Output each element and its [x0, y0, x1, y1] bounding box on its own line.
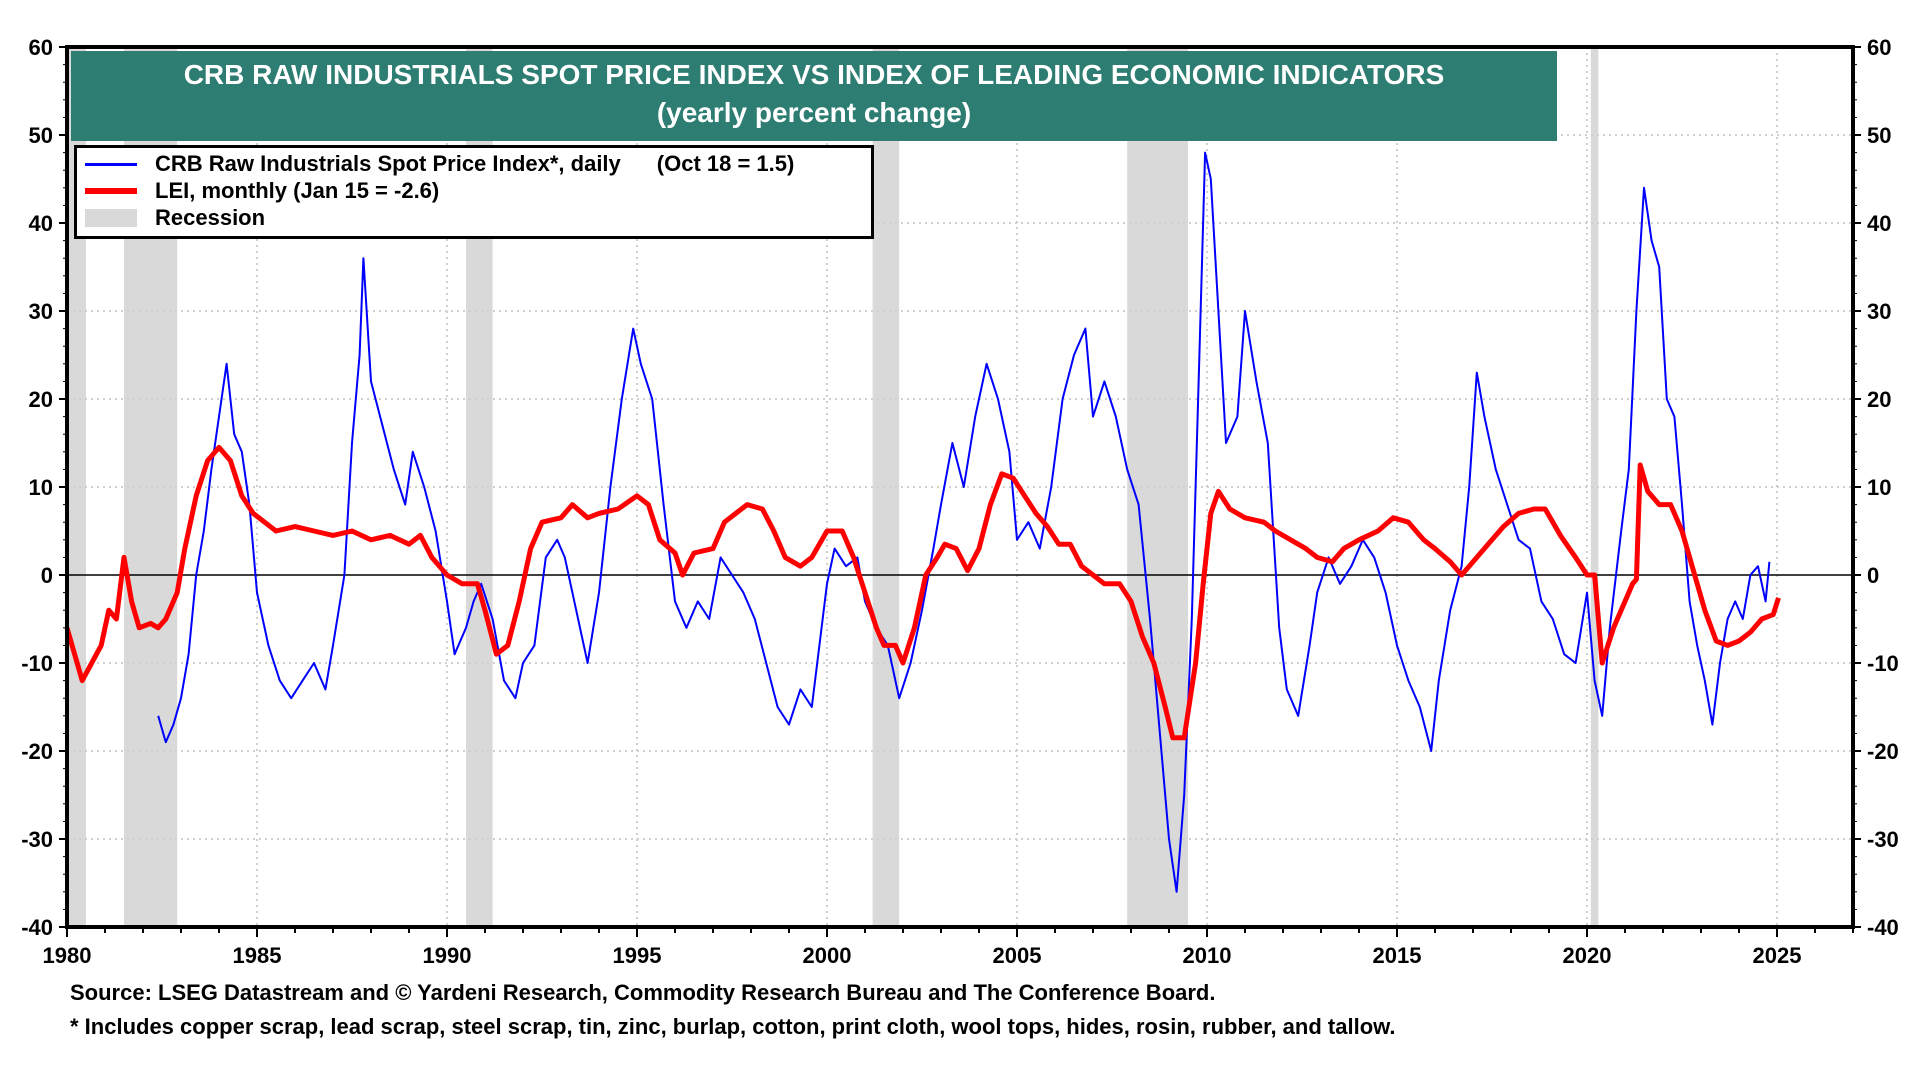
y-tick-label-left: 60 [29, 35, 53, 60]
x-tick-label: 1990 [423, 943, 472, 968]
recession-band [67, 47, 86, 927]
series-lei-line [64, 444, 1781, 741]
y-tick-label-right: 30 [1867, 299, 1891, 324]
y-tick-label-right: -20 [1867, 739, 1899, 764]
chart-subtitle: (yearly percent change) [656, 97, 972, 128]
legend-swatch-recession [85, 209, 137, 227]
y-tick-label-right: 50 [1867, 123, 1891, 148]
y-tick-label-right: 0 [1867, 563, 1879, 588]
y-tick-label-left: -20 [21, 739, 53, 764]
y-tick-label-right: 40 [1867, 211, 1891, 236]
x-tick-label: 2020 [1563, 943, 1612, 968]
y-tick-label-left: -40 [21, 915, 53, 940]
legend-item-lei: LEI, monthly (Jan 15 = -2.6) [85, 178, 439, 204]
x-tick-label: 1980 [43, 943, 92, 968]
y-tick-label-left: 40 [29, 211, 53, 236]
footnote: * Includes copper scrap, lead scrap, ste… [70, 1014, 1396, 1039]
y-tick-label-right: -30 [1867, 827, 1899, 852]
chart-title-box: CRB RAW INDUSTRIALS SPOT PRICE INDEX VS … [71, 51, 1557, 141]
legend-swatch-crb [85, 162, 137, 166]
y-tick-label-right: 60 [1867, 35, 1891, 60]
y-tick-label-right: -10 [1867, 651, 1899, 676]
chart-title: CRB RAW INDUSTRIALS SPOT PRICE INDEX VS … [183, 59, 1445, 90]
legend: CRB Raw Industrials Spot Price Index*, d… [74, 145, 874, 239]
x-tick-label: 2000 [803, 943, 852, 968]
y-tick-label-left: 10 [29, 475, 53, 500]
legend-label-crb: CRB Raw Industrials Spot Price Index*, d… [155, 151, 621, 176]
y-tick-label-right: 10 [1867, 475, 1891, 500]
x-tick-label: 1995 [613, 943, 662, 968]
x-tick-label: 2015 [1373, 943, 1422, 968]
y-tick-label-left: 20 [29, 387, 53, 412]
source-note: Source: LSEG Datastream and © Yardeni Re… [70, 980, 1216, 1005]
legend-note-crb: (Oct 18 = 1.5) [656, 151, 795, 176]
legend-label-lei: LEI, monthly (Jan 15 = -2.6) [155, 178, 440, 203]
x-tick-label: 1985 [233, 943, 282, 968]
x-tick-label: 2010 [1183, 943, 1232, 968]
y-tick-label-right: -40 [1867, 915, 1899, 940]
legend-label-recession: Recession [155, 205, 266, 230]
y-tick-label-left: 0 [41, 563, 53, 588]
recession-band [1590, 47, 1599, 927]
x-tick-label: 2005 [993, 943, 1042, 968]
series-crb-line [157, 151, 1771, 893]
x-tick-label: 2025 [1753, 943, 1802, 968]
legend-swatch-lei [85, 188, 137, 194]
y-tick-label-left: 50 [29, 123, 53, 148]
legend-item-crb: CRB Raw Industrials Spot Price Index*, d… [85, 151, 865, 177]
legend-item-recession: Recession [85, 205, 265, 231]
y-tick-label-left: -30 [21, 827, 53, 852]
y-tick-label-left: 30 [29, 299, 53, 324]
y-tick-label-right: 20 [1867, 387, 1891, 412]
y-tick-label-left: -10 [21, 651, 53, 676]
